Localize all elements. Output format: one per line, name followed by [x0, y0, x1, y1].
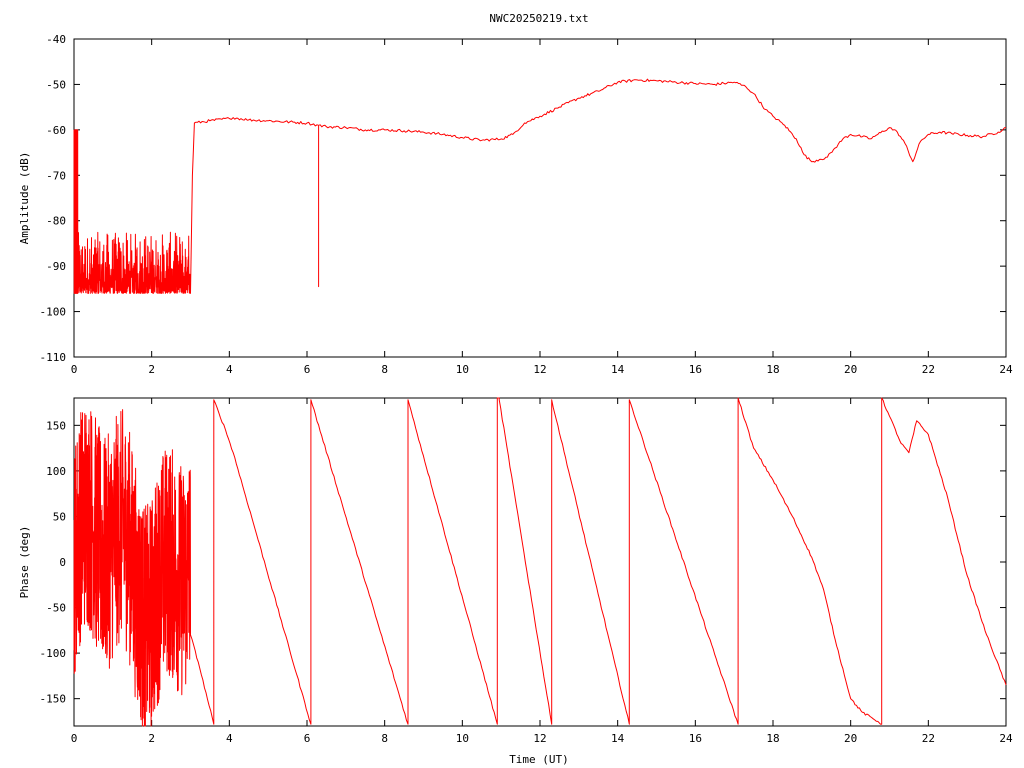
phase-y-axis-label: Phase (deg) — [18, 526, 31, 599]
phase-axis-ticks: 0 2 4 6 8 10 12 14 16 18 20 22 24-150-100-5005010015… — [40, 398, 1013, 745]
amplitude-axis-ticks: 0 2 4 6 8 10 12 14 16 18 20 22 24-110-100-90-80-70-6… — [40, 33, 1013, 376]
x-tick-label: 10 — [456, 732, 469, 745]
y-tick-label: -60 — [46, 124, 66, 137]
y-tick-label: 150 — [46, 419, 66, 432]
x-tick-label: 10 — [456, 363, 469, 376]
y-tick-label: -50 — [46, 78, 66, 91]
x-tick-label: 0 — [71, 363, 78, 376]
x-tick-label: 8 — [381, 732, 388, 745]
y-tick-label: -50 — [46, 602, 66, 615]
x-tick-label: 4 — [226, 363, 233, 376]
y-tick-label: -100 — [40, 647, 67, 660]
y-tick-label: -110 — [40, 351, 67, 364]
x-tick-label: 12 — [533, 732, 546, 745]
y-tick-label: -90 — [46, 260, 66, 273]
y-tick-label: -80 — [46, 215, 66, 228]
x-tick-label: 12 — [533, 363, 546, 376]
amplitude-trace — [73, 78, 1007, 294]
amplitude-panel: 0 2 4 6 8 10 12 14 16 18 20 22 24-110-100-90-80-70-6… — [18, 33, 1013, 376]
x-tick-label: 24 — [999, 363, 1013, 376]
y-tick-label: 0 — [59, 556, 66, 569]
x-tick-label: 22 — [922, 363, 935, 376]
phase-panel: 0 2 4 6 8 10 12 14 16 18 20 22 24-150-100-5005010015… — [18, 397, 1013, 766]
amplitude-y-axis-label: Amplitude (dB) — [18, 152, 31, 245]
x-tick-label: 18 — [766, 363, 779, 376]
y-tick-label: -100 — [40, 306, 67, 319]
phase-trace — [73, 397, 1007, 727]
y-tick-label: 50 — [53, 510, 66, 523]
y-tick-label: 100 — [46, 465, 66, 478]
amplitude-plot-frame — [73, 38, 1007, 358]
x-tick-label: 2 — [148, 732, 155, 745]
x-tick-label: 20 — [844, 363, 857, 376]
x-tick-label: 14 — [611, 732, 625, 745]
x-tick-label: 8 — [381, 363, 388, 376]
x-tick-label: 18 — [766, 732, 779, 745]
y-tick-label: -150 — [40, 693, 67, 706]
x-tick-label: 24 — [999, 732, 1013, 745]
x-tick-label: 16 — [689, 732, 702, 745]
x-tick-label: 4 — [226, 732, 233, 745]
x-tick-label: 16 — [689, 363, 702, 376]
time-x-axis-label: Time (UT) — [509, 753, 569, 766]
x-tick-label: 2 — [148, 363, 155, 376]
y-tick-label: -40 — [46, 33, 66, 46]
x-tick-label: 0 — [71, 732, 78, 745]
x-tick-label: 6 — [304, 363, 311, 376]
chart-title: NWC20250219.txt — [489, 12, 588, 25]
x-tick-label: 22 — [922, 732, 935, 745]
y-tick-label: -70 — [46, 169, 66, 182]
x-tick-label: 6 — [304, 732, 311, 745]
x-tick-label: 20 — [844, 732, 857, 745]
x-tick-label: 14 — [611, 363, 625, 376]
